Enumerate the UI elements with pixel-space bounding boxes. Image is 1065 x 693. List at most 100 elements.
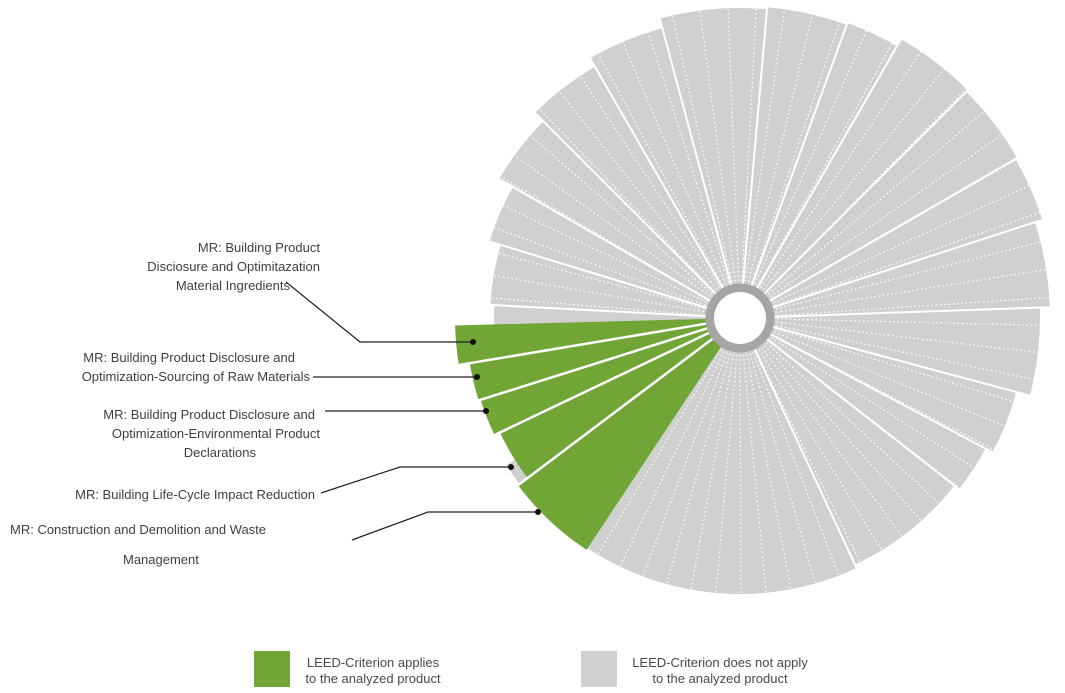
na-divider-51 (583, 26, 724, 286)
label-leaders (285, 281, 541, 541)
na-divider-12 (742, 354, 772, 647)
na-divider-59 (430, 203, 706, 306)
na-divider-27 (776, 321, 1065, 357)
leader-line-3 (320, 466, 511, 494)
na-separator-4 (771, 325, 1065, 407)
na-segment-6 (768, 159, 1043, 308)
legend-swatch-not-applies (581, 651, 617, 687)
na-segment-1 (753, 338, 955, 565)
na-divider-36 (767, 104, 993, 295)
na-divider-37 (765, 82, 973, 293)
na-segment-12 (590, 28, 732, 290)
na-divider-49 (638, 3, 730, 283)
na-divider-42 (751, 5, 846, 284)
na-separator-9 (755, 23, 911, 290)
na-divider-61 (414, 261, 704, 313)
na-divider-23 (772, 334, 1034, 471)
applies-segment-2 (480, 327, 711, 436)
na-divider-33 (773, 180, 1041, 304)
leader-dot-1 (474, 374, 480, 380)
legend-label-applies: LEED-Criterion applies to the analyzed p… (305, 655, 441, 686)
na-divider-58 (441, 175, 707, 303)
na-divider-16 (755, 350, 887, 615)
leader-dot-3 (508, 464, 514, 470)
applies-segment-4 (517, 337, 722, 550)
na-divider-29 (776, 295, 1065, 317)
na-divider-55 (490, 101, 713, 295)
na-divider-31 (775, 236, 1061, 310)
na-segment-11 (659, 7, 768, 287)
na-segment-2 (766, 333, 986, 490)
na-separator-13 (569, 23, 725, 290)
na-divider-19 (764, 345, 961, 565)
na-divider-10 (710, 354, 738, 647)
legend-swatch-applies (254, 651, 290, 687)
na-divider-47 (698, 0, 736, 282)
leader-dot-0 (470, 339, 476, 345)
na-divider-28 (776, 318, 1065, 327)
na-separator-17 (400, 299, 708, 318)
na-divider-35 (769, 128, 1011, 298)
na-divider-38 (762, 62, 950, 290)
na-divider-30 (776, 265, 1065, 313)
na-segment-4 (771, 307, 1041, 396)
na-divider-46 (727, 0, 740, 282)
na-segment-17 (494, 305, 708, 327)
wheel-hub (705, 283, 775, 353)
na-divider-14 (749, 353, 831, 636)
na-divider-40 (757, 29, 901, 286)
applies-segment-3 (499, 332, 714, 479)
na-divider-56 (471, 124, 711, 297)
segment-label-material-ingredients: MR: Building Product Disciosure and Opti… (147, 240, 320, 293)
na-divider-7 (623, 352, 728, 628)
na-divider-48 (668, 0, 733, 283)
na-segment-8 (756, 39, 968, 295)
na-divider-43 (747, 0, 817, 283)
na-separator-2 (765, 337, 1009, 529)
na-segment-14 (499, 121, 717, 302)
na-segment-5 (771, 222, 1050, 317)
segment-label-construction-demolition-waste: MR: Construction and Demolition and Wast… (10, 522, 267, 567)
hub-center (714, 292, 766, 344)
na-segment-7 (763, 91, 1018, 302)
na-divider-20 (766, 342, 982, 544)
na-divider-60 (421, 231, 705, 310)
na-divider-57 (455, 149, 709, 300)
na-divider-9 (680, 354, 735, 643)
na-divider-24 (774, 331, 1046, 444)
applies-separator-3 (468, 331, 711, 449)
leader-dot-4 (535, 509, 541, 515)
na-divider-17 (758, 349, 913, 601)
na-separator-8 (762, 76, 982, 296)
na-separator-6 (771, 211, 1064, 309)
applies-segment-1 (469, 323, 709, 401)
na-divider-11 (739, 354, 742, 649)
na-separator-16 (414, 217, 709, 310)
na-divider-32 (774, 207, 1052, 307)
na-divider-44 (744, 0, 787, 282)
na-divider-22 (770, 337, 1019, 497)
segment-label-environmental-product-declarations: MR: Building Product Disclosure and Opti… (103, 407, 320, 460)
na-separator-3 (768, 332, 1041, 479)
applies-separator-1 (443, 322, 708, 369)
na-divider-13 (746, 354, 802, 643)
leader-dot-2 (483, 408, 489, 414)
na-divider-45 (741, 0, 758, 282)
na-divider-25 (775, 328, 1056, 416)
leader-line-4 (351, 511, 538, 541)
na-divider-52 (557, 42, 721, 288)
na-divider-6 (595, 351, 725, 616)
na-divider-8 (651, 353, 731, 637)
segment-label-life-cycle-impact-reduction: MR: Building Life-Cycle Impact Reduction (75, 487, 315, 502)
na-divider-26 (776, 324, 1064, 387)
hub-ring (705, 283, 775, 353)
na-separator-10 (750, 0, 857, 288)
segment-label-raw-materials: MR: Building Product Disclosure and Opti… (81, 350, 310, 384)
na-separator-5 (772, 305, 1065, 318)
na-divider-41 (754, 15, 874, 285)
na-separator-11 (741, 0, 769, 286)
na-separator-14 (498, 76, 718, 296)
applies-separator-2 (453, 326, 709, 410)
na-separator-1 (753, 347, 885, 627)
